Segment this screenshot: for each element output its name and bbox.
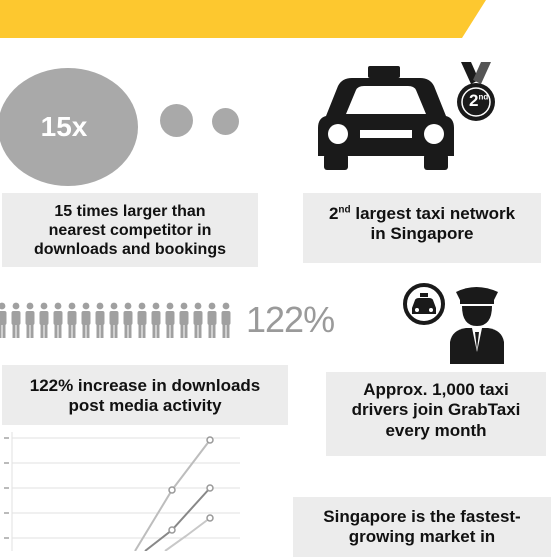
medal-number: 2nd	[469, 91, 489, 110]
taxi-network-caption: 2nd largest taxi network in Singapore	[303, 193, 541, 263]
growth-line-chart	[4, 432, 240, 551]
downloads-caption: 122% increase in downloads post media ac…	[2, 365, 288, 425]
top-banner	[0, 0, 486, 38]
medal-icon	[457, 62, 495, 121]
small-circle	[160, 104, 193, 137]
drivers-caption: Approx. 1,000 taxi drivers join GrabTaxi…	[326, 372, 546, 456]
taxi-driver-icon	[403, 283, 504, 364]
stat-15x-caption: 15 times larger than nearest competitor …	[2, 193, 258, 267]
people-row-icon	[0, 302, 231, 338]
stat-15x-label: 15x	[40, 111, 88, 142]
small-circle	[212, 108, 239, 135]
stat-15x-circle: 15x	[0, 68, 138, 186]
market-caption: Singapore is the fastest- growing market…	[293, 497, 551, 557]
downloads-percent: 122%	[246, 299, 335, 340]
taxi-icon	[318, 66, 454, 170]
